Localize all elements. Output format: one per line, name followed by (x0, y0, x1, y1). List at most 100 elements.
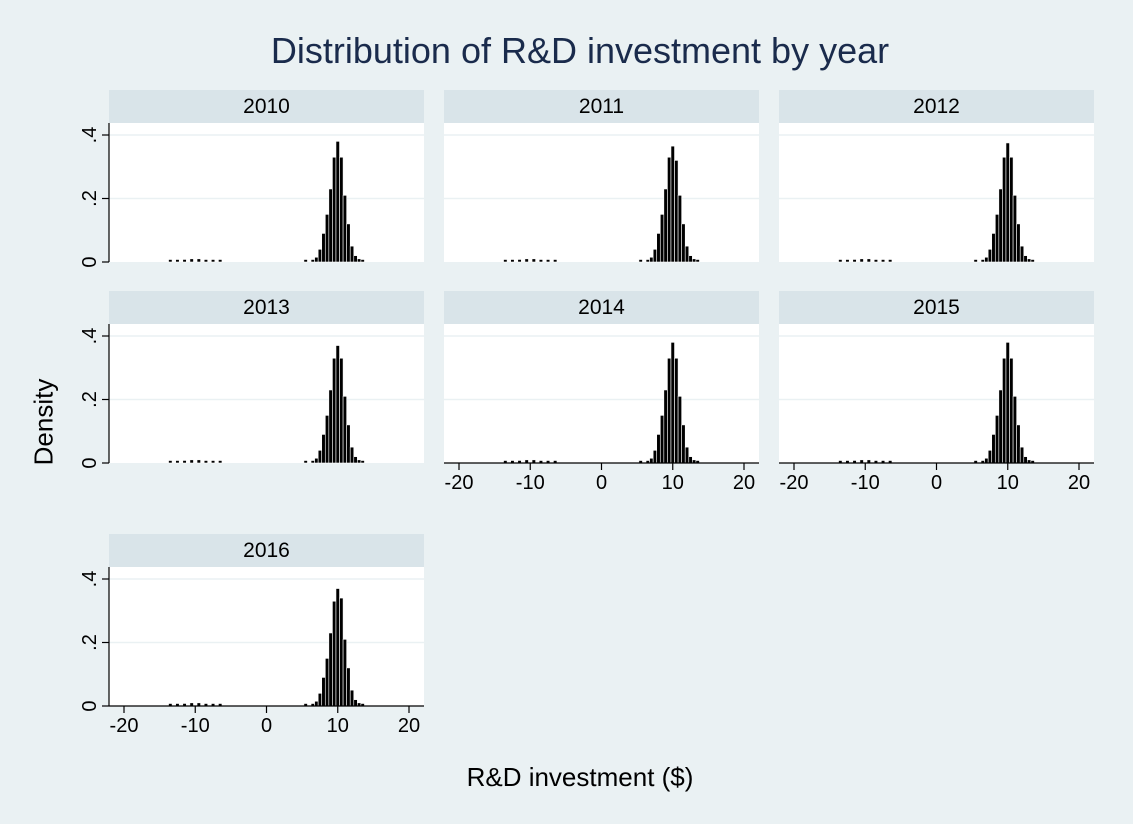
panel-strip (444, 291, 759, 324)
plot-area (444, 123, 759, 262)
x-tick-label: 20 (733, 472, 755, 494)
histogram-bar (332, 156, 337, 263)
histogram-bar (357, 459, 362, 464)
histogram-bar (314, 457, 319, 464)
panel-strip-label: 2014 (578, 296, 625, 319)
histogram-bar (360, 460, 365, 464)
histogram-bar (998, 188, 1003, 263)
histogram-bar (980, 259, 985, 263)
histogram-bar (342, 396, 347, 464)
panel-strip (109, 291, 424, 324)
histogram-bar (360, 259, 365, 263)
histogram-bar (553, 259, 558, 263)
histogram-bar (339, 156, 344, 263)
panel-strip-label: 2012 (913, 95, 960, 118)
histogram-bar (182, 460, 187, 464)
y-tick-label: .2 (79, 190, 101, 207)
histogram-bar (638, 259, 643, 263)
histogram-bar (324, 415, 330, 464)
x-tick-label: -20 (110, 715, 139, 737)
histogram-bar (524, 258, 529, 263)
y-tick-label: 0 (79, 457, 101, 468)
histogram-bar (1005, 142, 1010, 263)
histogram-bar (335, 345, 340, 464)
histogram-bar (670, 145, 675, 263)
histogram-bar (1016, 223, 1021, 263)
histogram-bar (991, 233, 996, 263)
histogram-bar (677, 195, 682, 263)
histogram-bar (973, 259, 978, 263)
histogram-bar (991, 434, 996, 464)
histogram-bar (674, 160, 679, 263)
panel-strip (779, 90, 1094, 123)
histogram-bar (838, 259, 843, 263)
panel-strip-label: 2016 (243, 539, 290, 562)
panel-strip-label: 2015 (913, 296, 960, 319)
histogram-bar (346, 223, 351, 263)
histogram-bar (218, 259, 223, 263)
histogram-bar (652, 449, 658, 464)
histogram-bar (656, 233, 661, 263)
histogram-bar (994, 415, 1000, 464)
x-tick-label: 10 (997, 472, 1019, 494)
panel-2010: 2010 0 .2 .4 (79, 90, 424, 268)
panel-strip (109, 90, 424, 123)
histogram-bar (656, 434, 661, 464)
histogram-bar (353, 699, 358, 707)
histogram-bar (1012, 396, 1017, 464)
histogram-bar (349, 245, 355, 263)
panel-strip (444, 90, 759, 123)
histogram-bar (1023, 255, 1028, 263)
histogram-bar (503, 259, 508, 263)
chart-title: Distribution of R&D investment by year (270, 30, 890, 71)
y-axis-title: Density (28, 378, 59, 466)
x-tick-label: 0 (596, 472, 607, 494)
x-tick-label: 0 (261, 715, 272, 737)
histogram-bar (987, 449, 993, 464)
histogram-bar (645, 259, 650, 263)
y-tick-label: .4 (79, 571, 101, 588)
histogram-bar (328, 188, 333, 263)
histogram-bar (1019, 245, 1025, 263)
histogram-bar (310, 259, 315, 263)
panel-2012: 2012 (779, 90, 1094, 263)
histogram-bar (218, 460, 223, 464)
histogram-bar (845, 259, 850, 263)
histogram-bar (317, 449, 323, 464)
panel-strip-label: 2011 (579, 95, 624, 118)
panel-2013: 2013 0 .2 .4 (79, 291, 424, 469)
histogram-bar (210, 259, 216, 263)
histogram-bar (310, 460, 315, 464)
plot-area (444, 324, 759, 463)
histogram-bar (314, 256, 319, 263)
histogram-bar (189, 459, 194, 464)
y-tick-label: .4 (79, 127, 101, 144)
x-tick-label: 10 (327, 715, 349, 737)
histogram-bar (1030, 259, 1035, 263)
y-tick-label: .4 (79, 328, 101, 345)
histogram-bar (168, 259, 173, 263)
histogram-bar (545, 259, 551, 263)
panel-2014: 2014 -20 -10 0 10 20 (444, 291, 759, 494)
histogram-bar (1009, 357, 1014, 464)
x-axis-title: R&D investment ($) (466, 762, 694, 792)
histogram-bar (1027, 258, 1032, 263)
histogram-bar (681, 223, 686, 263)
histogram-bar (317, 249, 323, 263)
histogram-bar (349, 689, 355, 707)
x-tick-label: -20 (780, 472, 809, 494)
histogram-bar (168, 460, 173, 464)
histogram-bar (1002, 357, 1007, 464)
histogram-bar (1012, 195, 1017, 263)
histogram-bar (684, 446, 690, 464)
histogram-bar (342, 639, 347, 707)
histogram-bar (324, 214, 330, 263)
histogram-bar (1009, 156, 1014, 263)
histogram-bar (663, 188, 668, 263)
plot-area (109, 324, 424, 463)
histogram-bar (681, 424, 686, 464)
histogram-bar (873, 259, 879, 263)
plot-area (109, 123, 424, 262)
